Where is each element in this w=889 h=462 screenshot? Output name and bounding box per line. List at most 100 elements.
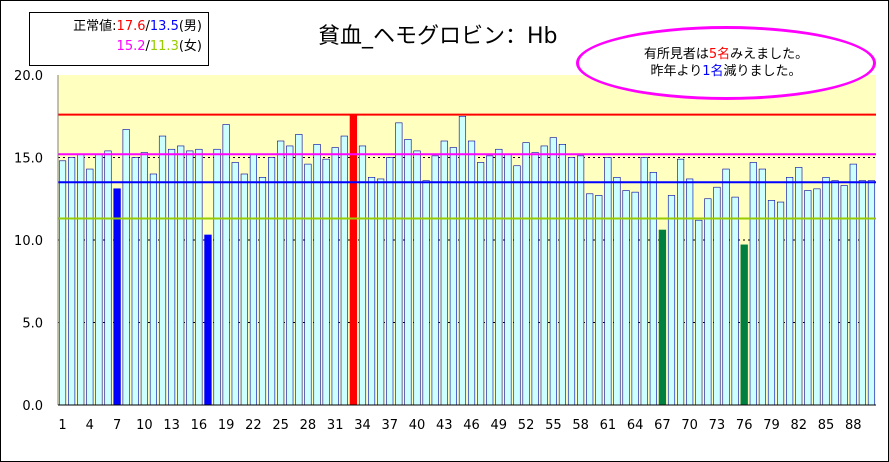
bar [813,188,821,406]
bar [776,201,785,406]
bar [331,147,339,406]
bar [168,148,176,406]
bar [767,200,776,406]
y-tick-label: 20.0 [14,69,43,84]
bar [149,173,158,406]
bar [831,180,839,406]
bar [758,168,766,406]
bar [95,153,103,406]
x-tick-label: 25 [272,418,289,433]
bar [749,162,757,406]
summary-text: 減りました。 [723,64,802,79]
x-tick-label: 40 [409,418,426,433]
bar [68,157,76,406]
bar [649,172,657,406]
bar [413,150,421,406]
bar [795,167,803,406]
x-tick-label: 58 [572,418,589,433]
bar [358,145,367,406]
bar [540,145,548,406]
bar [440,140,448,406]
bar [586,193,594,406]
bar [295,134,303,406]
chart-title: 貧血_ヘモグロビン：Hb [318,24,558,49]
bar [804,190,812,406]
x-tick-label: 19 [218,418,235,433]
bar [186,150,194,406]
bar [404,139,412,406]
highlighted-bar [113,188,121,406]
x-tick-label: 10 [136,418,153,433]
x-tick-label: 64 [627,418,644,433]
bar [531,152,539,406]
bar [322,158,330,406]
highlighted-bar [204,234,212,406]
bar [268,157,276,406]
separator: / [145,39,150,54]
bar [640,157,648,406]
highlighted-bar [658,229,667,406]
bar [377,178,385,406]
x-tick-label: 46 [463,418,480,433]
bar [422,180,430,406]
bar [849,163,857,406]
bar [286,145,294,406]
bar [867,180,876,406]
female-low-value: 11.3 [149,39,179,54]
y-tick-label: 5.0 [22,317,43,332]
bar [604,157,612,406]
x-tick-label: 43 [436,418,453,433]
reference-lines [58,113,876,220]
bar [449,147,457,406]
x-tick-label: 22 [245,418,262,433]
summary-text: 昨年より [650,64,703,79]
bar [458,115,467,406]
bars [58,114,876,406]
male-high-value: 17.6 [116,19,146,34]
x-tick-label: 37 [381,418,398,433]
bar [613,177,621,406]
bar [231,162,239,406]
bar [504,153,512,406]
x-tick-label: 73 [709,418,726,433]
bar [667,195,676,406]
bar [104,150,112,406]
y-tick-label: 0.0 [22,399,43,414]
separator: / [145,19,150,34]
x-tick-label: 82 [790,418,807,433]
bar [77,153,85,406]
x-tick-label: 31 [327,418,344,433]
bar [786,177,794,406]
bar [86,168,94,406]
highlighted-bar [349,114,358,406]
bar [513,165,521,406]
x-tick-label: 49 [491,418,508,433]
bar [731,196,739,406]
bar [686,178,694,406]
y-tick-labels: 0.0 5.0 10.0 15.0 20.0 [14,69,43,414]
bar [395,122,403,406]
x-tick-label: 67 [654,418,671,433]
female-label: (女) [178,39,202,54]
bar [304,163,312,406]
bar [367,177,376,406]
bar [431,155,439,406]
bar [240,173,248,406]
bar [704,198,712,406]
x-tick-label: 85 [818,418,835,433]
male-label: (男) [178,19,202,34]
bar [558,144,566,406]
summary-count: 5名 [708,47,731,62]
bar [822,177,830,406]
bar [567,157,576,406]
bar [477,162,485,406]
bar [386,157,394,406]
bar [140,152,148,406]
bar [486,155,494,406]
bar [549,137,557,406]
x-tick-label: 76 [736,418,753,433]
bar [195,148,203,406]
bar [577,155,585,406]
bar [677,158,685,406]
